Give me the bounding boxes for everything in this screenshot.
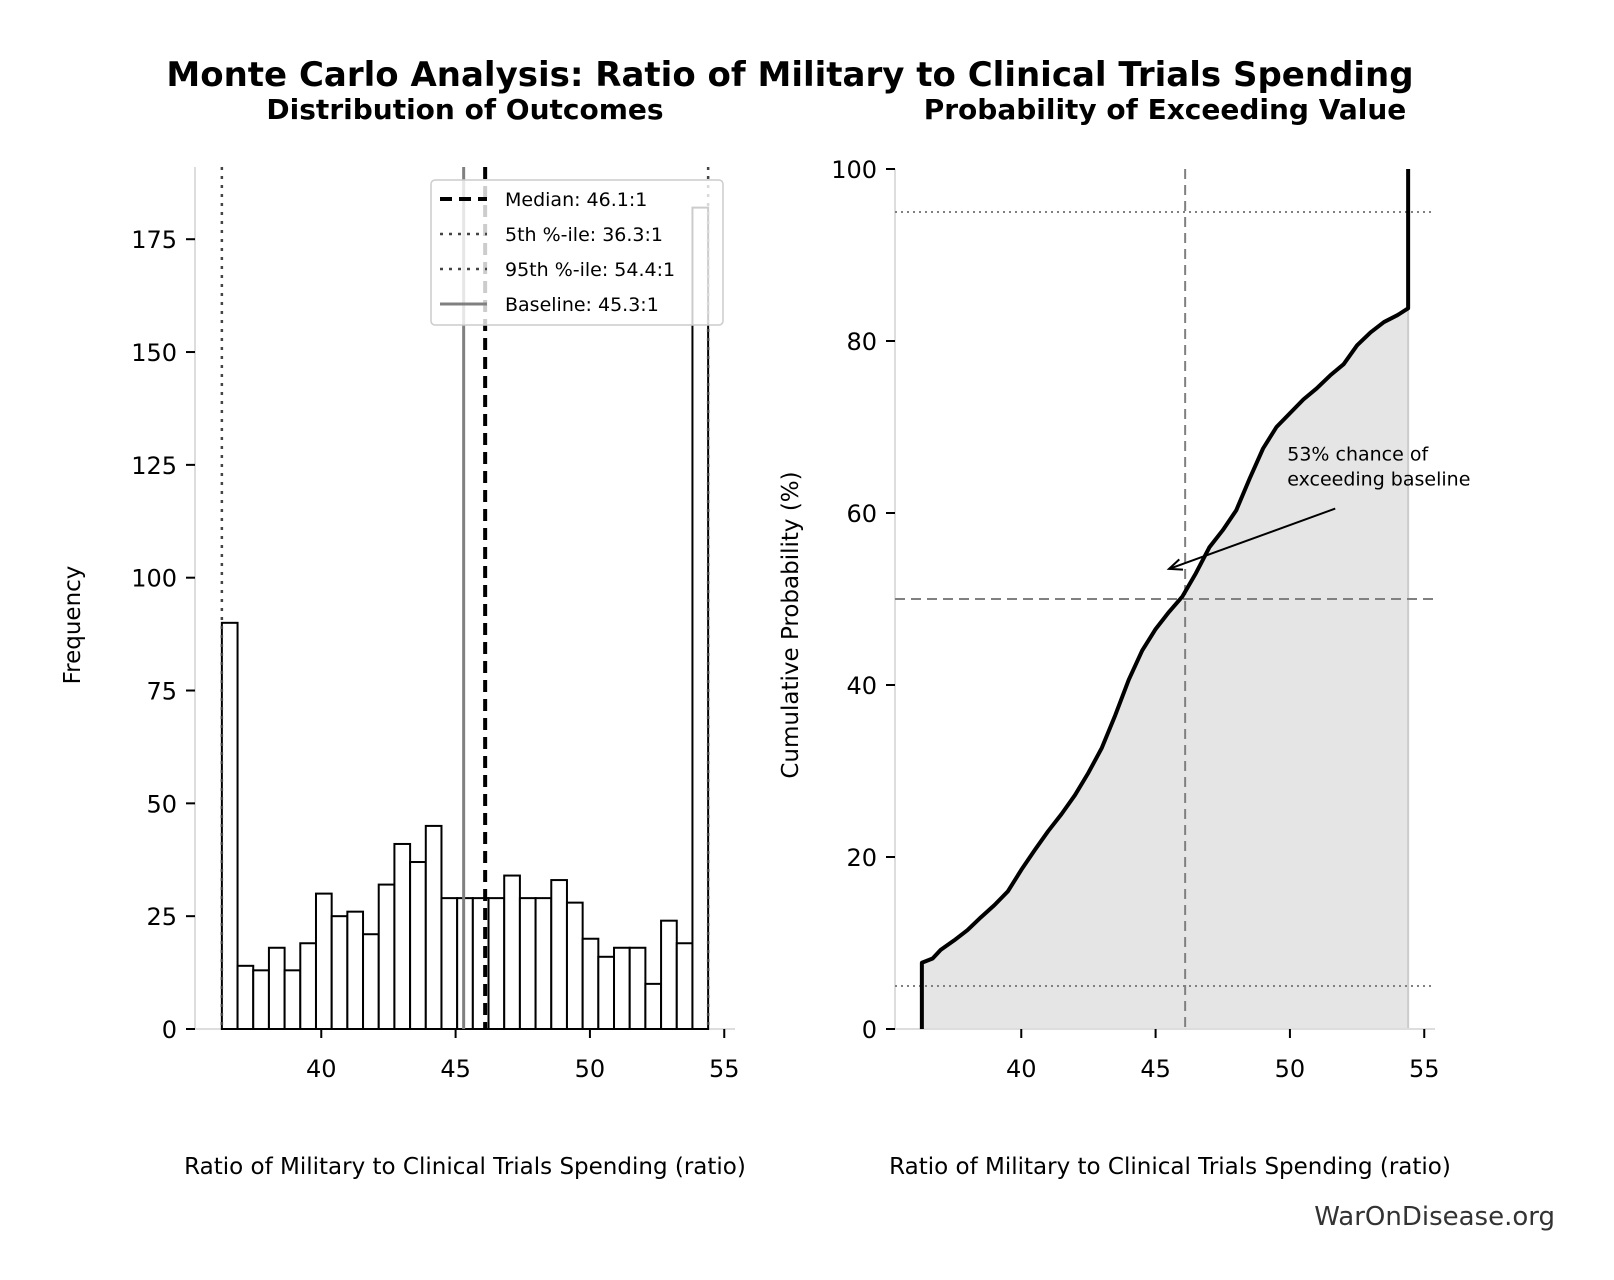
legend-box — [430, 179, 724, 326]
y-tick-label: 100 — [831, 156, 877, 184]
arrow-head-icon — [1166, 558, 1184, 571]
histogram-bar — [487, 897, 506, 1030]
histogram-bar — [252, 969, 270, 1030]
histogram-plot: 0 25 50 75 100 125 150 175 40 45 50 55 Median: 46.1:… — [131, 167, 740, 1083]
histogram-bar — [503, 874, 521, 1031]
right-y-axis-label: Cumulative Probability (%) — [778, 471, 804, 778]
annotation-line-1: 53% chance of — [1287, 444, 1429, 466]
y-tick-label: 20 — [846, 844, 877, 872]
histogram-bar — [409, 861, 427, 1030]
histogram-bar — [236, 964, 255, 1031]
x-tick-label: 40 — [1006, 1055, 1037, 1083]
histogram-bar — [644, 982, 663, 1030]
cdf-fill-area — [920, 306, 1410, 1030]
x-tick-label: 50 — [1275, 1055, 1306, 1083]
histogram-bar — [518, 897, 537, 1030]
histogram-bar — [362, 933, 380, 1031]
watermark: WarOnDisease.org — [1314, 1202, 1555, 1232]
x-tick-label: 50 — [575, 1055, 606, 1083]
cdf-plot: 0 20 40 60 80 100 40 45 50 55 53% chance of exceedi… — [831, 156, 1470, 1083]
histogram-bar — [628, 946, 647, 1031]
left-chart-title: Distribution of Outcomes — [266, 93, 663, 126]
histogram-bar — [691, 206, 710, 1030]
annotation-line-2: exceeding baseline — [1287, 469, 1470, 491]
histogram-bar — [299, 942, 317, 1030]
figure-title: Monte Carlo Analysis: Ratio of Military … — [166, 55, 1413, 95]
y-tick-label: 175 — [131, 226, 177, 254]
right-x-axis-label: Ratio of Military to Clinical Trials Spe… — [889, 1154, 1451, 1180]
histogram-bar — [314, 892, 333, 1030]
legend-entry: 5th %-ile: 36.3:1 — [505, 224, 663, 246]
histogram-bar — [267, 946, 286, 1031]
x-tick-label: 45 — [1140, 1055, 1171, 1083]
legend-entry: Baseline: 45.3:1 — [505, 294, 659, 316]
histogram-bar — [675, 942, 694, 1030]
cdf-line — [919, 169, 1411, 1029]
histogram-bar — [330, 915, 349, 1031]
left-y-axis-label: Frequency — [60, 566, 86, 685]
histogram-bar — [440, 897, 459, 1030]
x-tick-label: 40 — [306, 1055, 337, 1083]
right-chart-title: Probability of Exceeding Value — [924, 93, 1407, 126]
histogram-bar — [220, 621, 239, 1030]
histogram-bar — [283, 969, 302, 1030]
histogram-bar — [377, 883, 396, 1031]
histogram-bar — [597, 955, 616, 1031]
legend: Median: 46.1:1 5th %-ile: 36.3:1 95th %-il… — [430, 179, 724, 326]
x-tick-label: 45 — [440, 1055, 471, 1083]
y-tick-label: 75 — [146, 678, 177, 706]
y-tick-label: 40 — [846, 672, 877, 700]
x-tick-label: 55 — [1409, 1055, 1440, 1083]
histogram-bar — [393, 842, 412, 1031]
annotation-arrow — [1168, 507, 1336, 570]
x-tick-label: 55 — [709, 1055, 740, 1083]
y-tick-label: 60 — [846, 500, 877, 528]
legend-entry: Median: 46.1:1 — [505, 189, 647, 211]
y-tick-label: 100 — [131, 565, 177, 593]
histogram-bar — [660, 919, 678, 1030]
left-x-axis-label: Ratio of Military to Clinical Trials Spe… — [184, 1154, 746, 1180]
legend-entry: 95th %-ile: 54.4:1 — [505, 259, 675, 281]
y-tick-label: 50 — [146, 790, 177, 818]
y-tick-label: 150 — [131, 339, 177, 367]
histogram-bar — [346, 910, 365, 1030]
histogram-bar — [550, 879, 568, 1030]
y-tick-label: 25 — [146, 903, 177, 931]
histogram-bar — [565, 901, 584, 1030]
y-tick-label: 0 — [862, 1016, 877, 1044]
histogram-bar — [581, 937, 600, 1030]
histogram-bar — [534, 897, 553, 1030]
y-tick-label: 0 — [162, 1016, 177, 1044]
histogram-bar — [613, 946, 631, 1031]
histogram-bar — [424, 824, 443, 1031]
y-tick-label: 125 — [131, 452, 177, 480]
y-tick-label: 80 — [846, 328, 877, 356]
